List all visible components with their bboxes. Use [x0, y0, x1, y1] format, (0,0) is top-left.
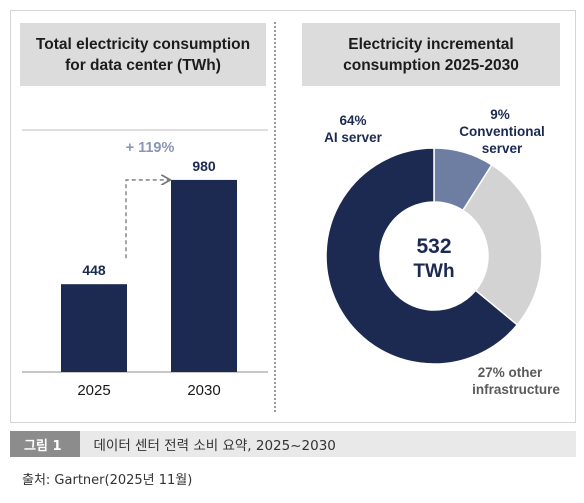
donut-chart-title: Electricity incremental consumption 2025… — [302, 23, 560, 86]
bar-2025 — [61, 284, 127, 372]
donut-slice-ai-server — [325, 147, 519, 365]
growth-annotation: + 119% — [126, 140, 175, 156]
donut-chart-title-line-2: consumption 2025-2030 — [343, 56, 519, 74]
panel-divider — [274, 22, 276, 412]
ai-server-percent: 64% — [339, 113, 366, 128]
donut-chart: 532 TWh 64% AI server 9% Conventional se… — [324, 107, 560, 397]
other-infrastructure-percent: 27% other — [478, 365, 543, 380]
x-tick-label-2030: 2030 — [187, 382, 220, 399]
donut-slice-other-infrastructure — [461, 163, 543, 326]
bar-chart: 448 2025 980 2030 + 119% — [22, 129, 268, 399]
donut-slices — [325, 147, 543, 365]
bar-chart-title-line-2: for data center (TWh) — [65, 56, 221, 74]
figure-source: 출처: Gartner(2025년 11월) — [22, 473, 193, 488]
figure-caption-text: 데이터 센터 전력 소비 요약, 2025~2030 — [93, 438, 336, 454]
conventional-server-label-1: Conventional — [459, 124, 545, 139]
bar-chart-title: Total electricity consumption for data c… — [20, 23, 266, 86]
figure-number-badge: 그림 1 — [10, 431, 80, 457]
donut-chart-title-line-1: Electricity incremental — [348, 35, 514, 53]
conventional-server-label-2: server — [482, 141, 523, 156]
figure-caption-bar: 그림 1 데이터 센터 전력 소비 요약, 2025~2030 — [10, 431, 576, 457]
bar-chart-title-line-1: Total electricity consumption — [35, 35, 251, 53]
bar-value-label-2025: 448 — [82, 262, 106, 278]
conventional-server-percent: 9% — [490, 107, 510, 122]
x-tick-label-2025: 2025 — [77, 382, 110, 399]
bar-value-label-2030: 980 — [192, 158, 216, 174]
donut-center-unit: TWh — [413, 261, 454, 282]
ai-server-label: AI server — [324, 130, 383, 145]
bar-2030 — [171, 179, 237, 372]
donut-center-value: 532 — [416, 235, 451, 258]
other-infrastructure-label: infrastructure — [472, 382, 560, 397]
growth-arrow — [125, 180, 169, 259]
bar-series: 448 2025 980 2030 — [61, 158, 237, 399]
